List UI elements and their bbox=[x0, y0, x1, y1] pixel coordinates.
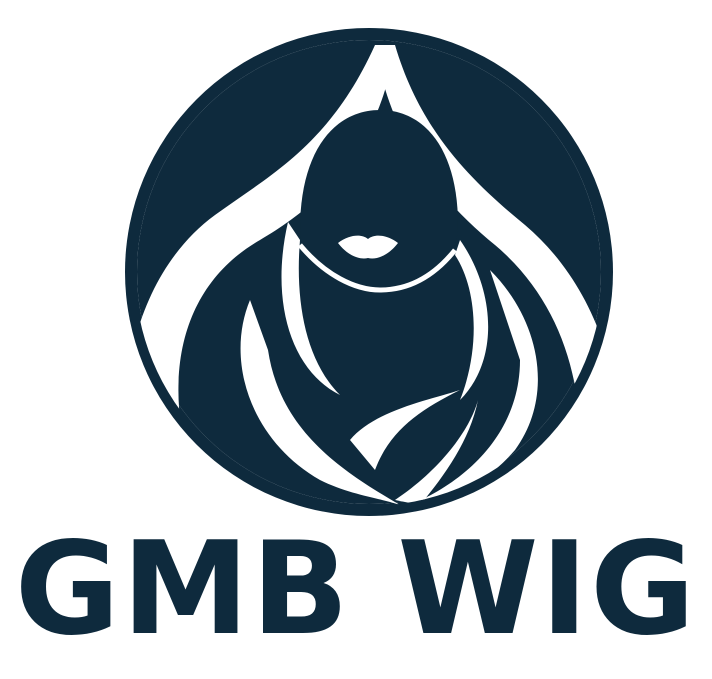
jaw-line bbox=[298, 243, 457, 293]
hair-strand-right-1 bbox=[455, 240, 489, 400]
hair-strand-left-1 bbox=[281, 222, 340, 395]
face-shape bbox=[300, 110, 458, 292]
hair-strand-left-2 bbox=[240, 300, 400, 505]
hair-strand-right-2 bbox=[410, 270, 538, 505]
hair-strand-left-3 bbox=[350, 390, 460, 470]
hair-strand-right-3 bbox=[395, 400, 478, 505]
woman-silhouette-hair-icon bbox=[125, 28, 613, 516]
lips-icon bbox=[338, 235, 398, 259]
brand-wordmark: GMB WIG bbox=[14, 515, 698, 664]
